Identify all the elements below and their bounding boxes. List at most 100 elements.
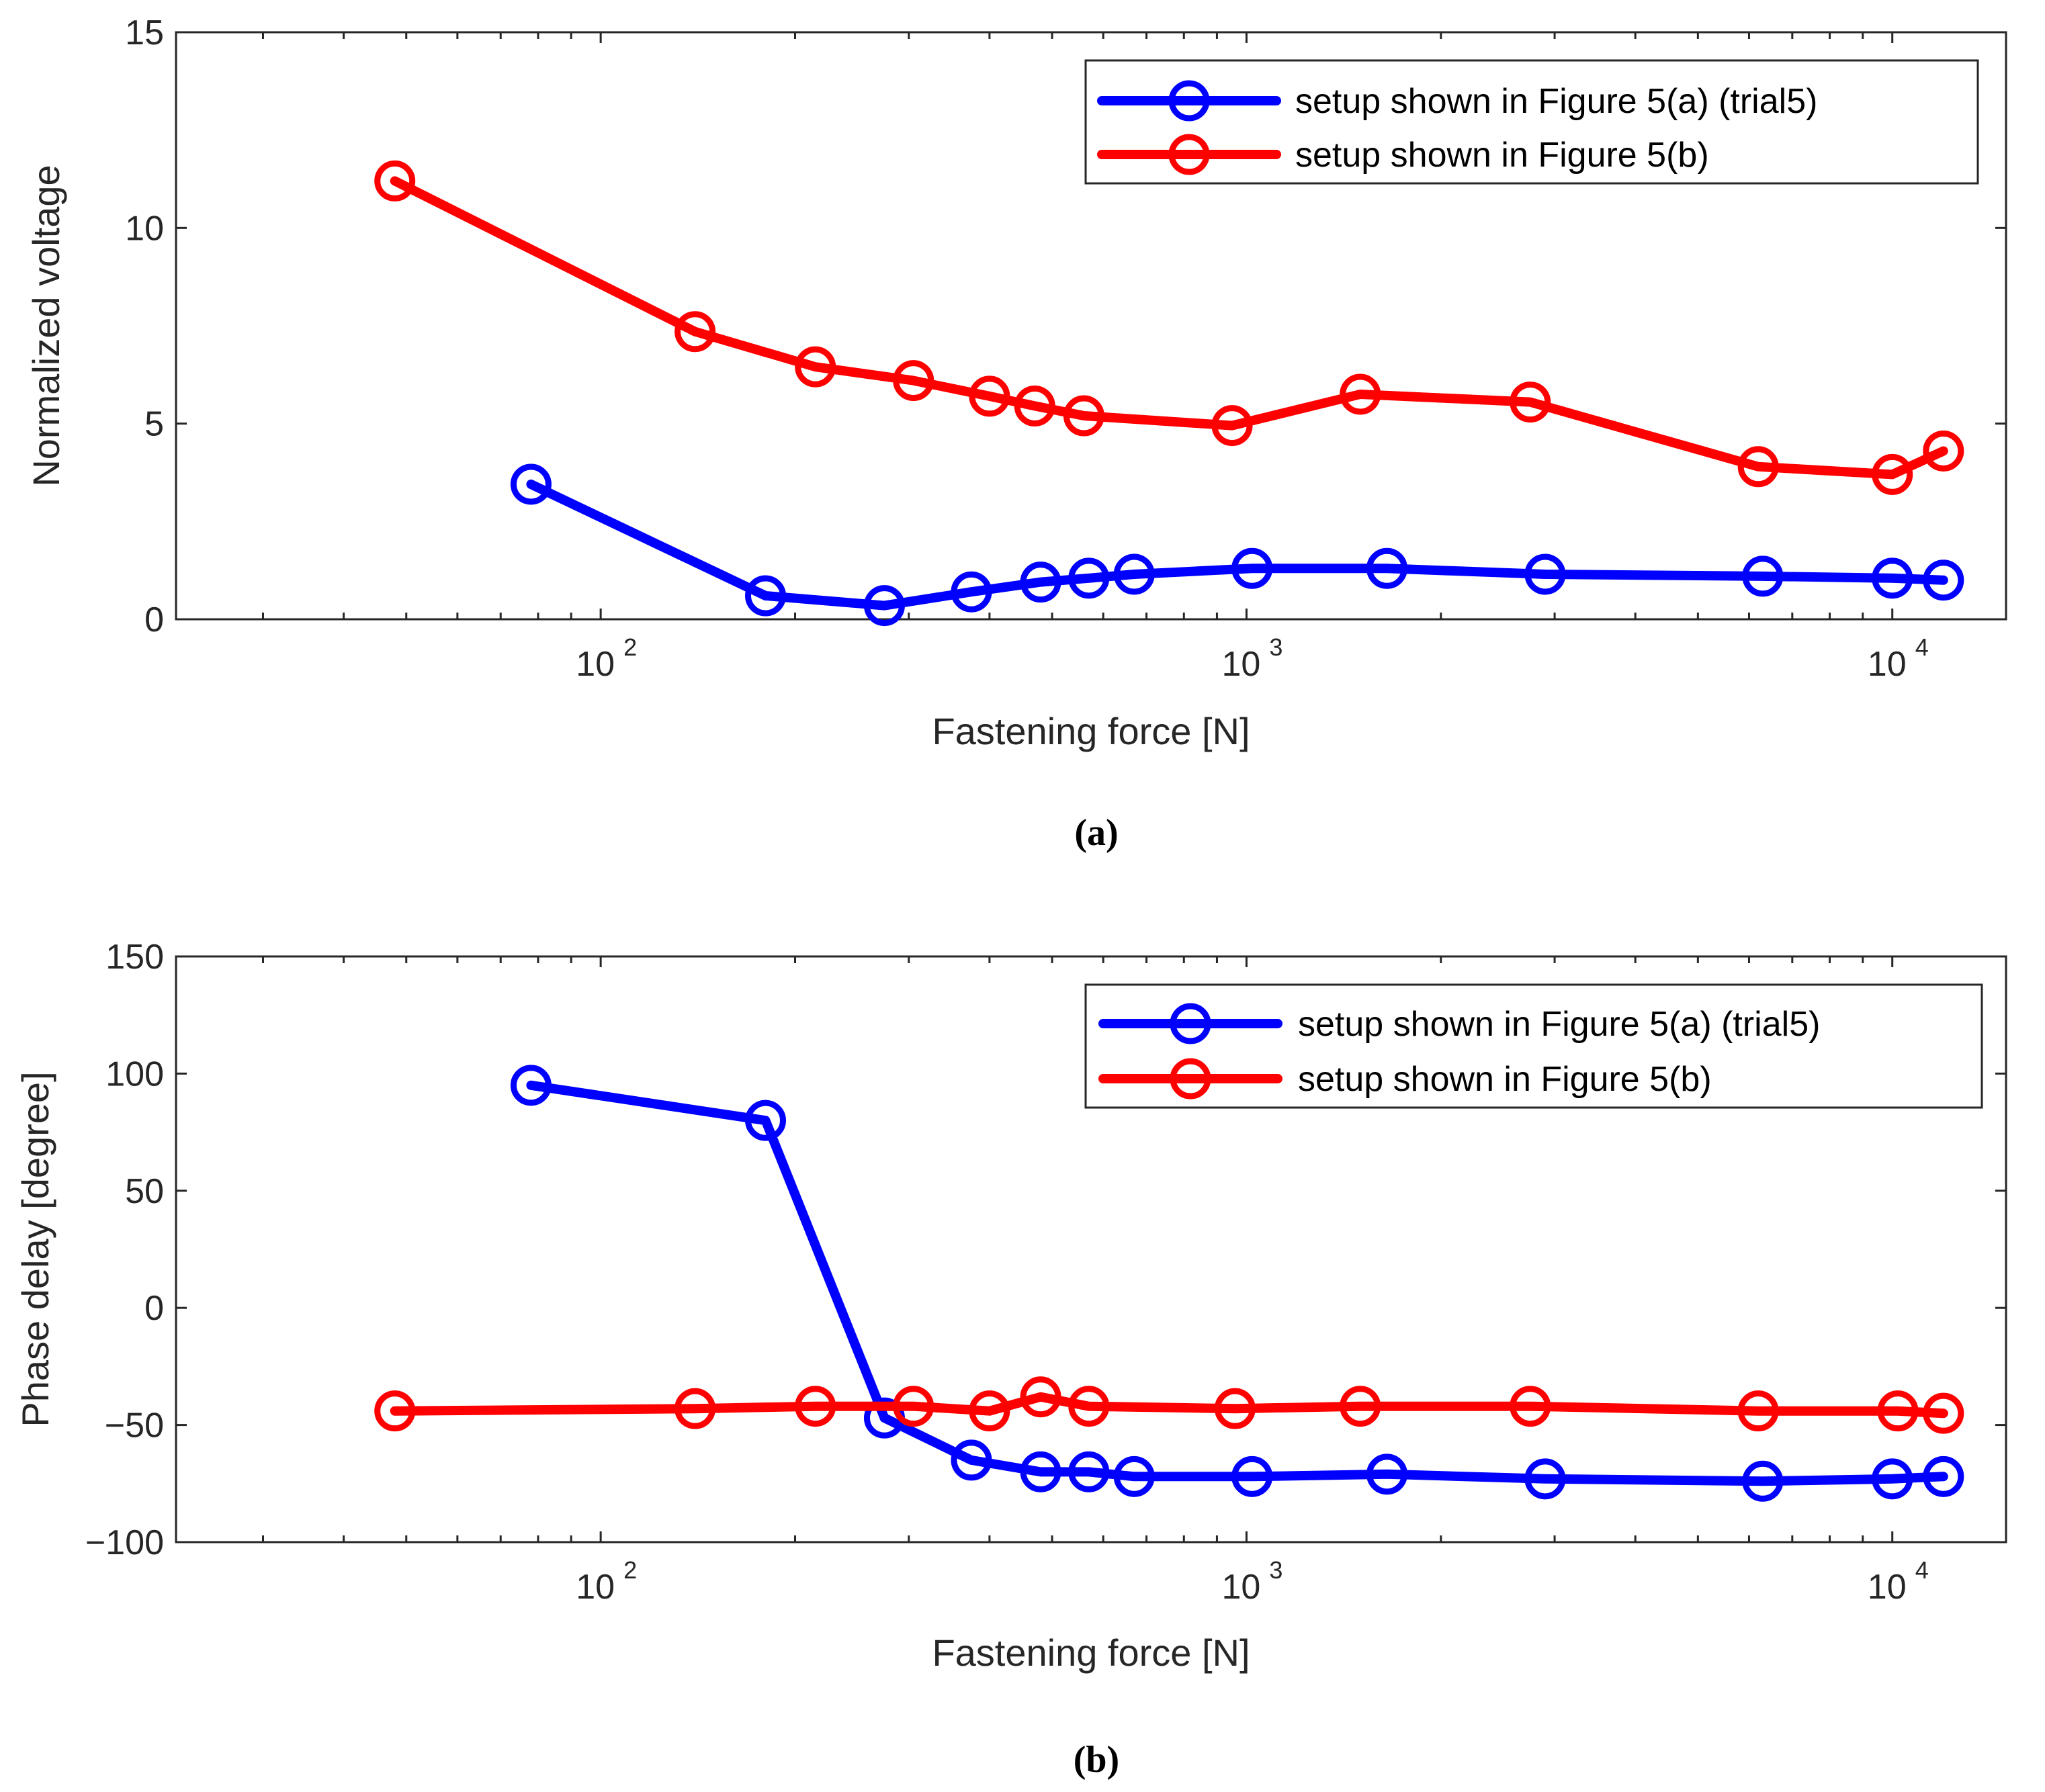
x-tick-label: 10 xyxy=(1868,645,1907,684)
y-tick-label: 150 xyxy=(105,938,164,977)
legend-box-a xyxy=(1084,59,1979,185)
x-axis-label-b: Fastening force [N] xyxy=(932,1631,1250,1674)
data-point-marker xyxy=(675,1388,716,1429)
data-point-marker xyxy=(745,1100,787,1141)
legend-a: setup shown in Figure 5(a) (trial5) setu… xyxy=(1084,59,1979,185)
x-tick-label: 10 xyxy=(1222,645,1261,684)
x-tick-label-exponent: 2 xyxy=(623,633,637,661)
data-point-marker xyxy=(1231,1455,1273,1497)
legend-b: setup shown in Figure 5(a) (trial5) setu… xyxy=(1084,983,1983,1109)
plot-area-b xyxy=(175,955,2007,1543)
series-line xyxy=(390,1392,1948,1419)
data-point-marker xyxy=(510,1065,552,1106)
data-point-marker xyxy=(1737,1390,1779,1432)
data-point-marker xyxy=(969,1390,1010,1432)
data-point-marker xyxy=(795,1386,836,1427)
data-point-marker xyxy=(1923,559,1964,601)
series-line xyxy=(526,480,1948,611)
data-point-marker xyxy=(1014,385,1055,427)
data-point-marker xyxy=(1068,1386,1110,1427)
data-point-marker xyxy=(1113,553,1155,595)
data-point-marker xyxy=(1923,1455,1964,1497)
y-axis-label-b: Phase delay [degree] xyxy=(14,1071,56,1427)
x-tick-label-exponent: 4 xyxy=(1915,633,1929,661)
chart-panel-b: 10 2 10 3 10 4 −100 −50 0 50 100 150 Fastening forc… xyxy=(14,938,2007,1781)
data-point-marker xyxy=(1214,1388,1256,1429)
tick-marks-b xyxy=(176,955,2006,1543)
data-point-marker xyxy=(1872,1458,1913,1500)
x-tick-label-exponent: 3 xyxy=(1269,1556,1282,1584)
data-point-marker xyxy=(510,463,552,505)
data-point-marker xyxy=(1872,453,1913,495)
data-point-marker xyxy=(1737,446,1779,488)
y-tick-label: 100 xyxy=(105,1055,164,1093)
data-point-marker xyxy=(1020,1451,1061,1492)
legend-box-b xyxy=(1084,983,1983,1109)
data-point-marker xyxy=(1113,1455,1155,1497)
data-point-marker xyxy=(951,571,992,613)
data-point-marker xyxy=(374,1390,416,1432)
legend-marker-red-b xyxy=(1170,1058,1211,1100)
x-tick-label: 10 xyxy=(1868,1568,1907,1607)
data-point-marker xyxy=(863,585,905,627)
data-point-marker xyxy=(1524,553,1566,595)
x-tick-label: 10 xyxy=(576,645,615,684)
tick-labels-b: 10 2 10 3 10 4 −100 −50 0 50 100 150 xyxy=(85,938,1929,1607)
x-tick-label: 10 xyxy=(1222,1568,1261,1607)
data-point-marker xyxy=(1742,555,1784,597)
legend-marker-blue-a xyxy=(1168,80,1210,122)
y-tick-label: 15 xyxy=(125,13,164,52)
y-tick-label: 5 xyxy=(144,405,164,444)
data-point-marker xyxy=(1923,430,1964,472)
data-point-marker xyxy=(1340,1386,1381,1427)
x-tick-label-exponent: 2 xyxy=(623,1556,637,1584)
data-point-marker xyxy=(1510,1386,1551,1427)
legend-label-blue-a: setup shown in Figure 5(a) (trial5) xyxy=(1295,82,1817,121)
legend-marker-red-a xyxy=(1168,134,1210,175)
caption-b-text: (b) xyxy=(1074,1739,1119,1781)
caption-b: (b) xyxy=(1074,1739,1119,1781)
legend-label-red-a: setup shown in Figure 5(b) xyxy=(1295,136,1709,175)
data-point-marker xyxy=(1020,562,1061,603)
legend-label-red-b: setup shown in Figure 5(b) xyxy=(1298,1060,1712,1099)
data-point-marker xyxy=(795,346,836,388)
y-tick-label: 10 xyxy=(125,209,164,248)
y-tick-label: 50 xyxy=(125,1172,164,1211)
data-point-marker xyxy=(374,160,416,201)
y-axis-label-a: Normalized voltage xyxy=(25,165,67,486)
x-tick-label: 10 xyxy=(576,1568,615,1607)
legend-marker-blue-b xyxy=(1170,1003,1211,1044)
data-point-marker xyxy=(1510,382,1551,423)
data-point-marker xyxy=(1063,395,1104,437)
x-axis-label-a: Fastening force [N] xyxy=(932,710,1250,752)
y-tick-label: 0 xyxy=(144,1289,164,1328)
data-point-marker xyxy=(1231,547,1273,589)
tick-labels-a: 10 2 10 3 10 4 0 5 10 15 xyxy=(125,13,1929,684)
y-tick-label: −100 xyxy=(85,1523,164,1562)
tick-marks-a xyxy=(176,31,2006,621)
data-point-marker xyxy=(1020,1376,1061,1418)
x-tick-label-exponent: 4 xyxy=(1915,1556,1929,1584)
data-point-marker xyxy=(1872,557,1913,599)
caption-a-text: (a) xyxy=(1074,812,1118,854)
data-point-marker xyxy=(675,311,716,353)
data-point-marker xyxy=(893,360,934,402)
data-point-marker xyxy=(1524,1458,1566,1500)
chart-panel-a: 10 2 10 3 10 4 0 5 10 15 Fastening force [N] Norm… xyxy=(25,13,2007,854)
caption-a: (a) xyxy=(1074,812,1118,854)
data-point-marker xyxy=(1366,547,1407,589)
data-point-marker xyxy=(893,1386,934,1427)
data-point-marker xyxy=(951,1439,992,1481)
plot-area-a xyxy=(175,31,2007,621)
data-point-marker xyxy=(1068,1451,1110,1492)
data-point-marker xyxy=(1068,557,1110,599)
data-series-b xyxy=(374,1065,1964,1502)
data-point-marker xyxy=(1366,1453,1407,1495)
data-point-marker xyxy=(1340,373,1381,415)
x-tick-label-exponent: 3 xyxy=(1269,633,1282,661)
y-tick-label: 0 xyxy=(144,600,164,639)
data-point-marker xyxy=(1211,405,1253,447)
data-point-marker xyxy=(745,575,787,617)
series-line xyxy=(390,176,1948,480)
